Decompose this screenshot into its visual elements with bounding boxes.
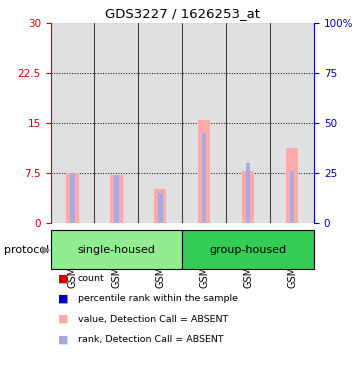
Bar bbox=[198, 119, 210, 223]
Text: percentile rank within the sample: percentile rank within the sample bbox=[78, 294, 238, 303]
Text: ▶: ▶ bbox=[42, 245, 50, 255]
Title: GDS3227 / 1626253_at: GDS3227 / 1626253_at bbox=[105, 7, 260, 20]
Text: value, Detection Call = ABSENT: value, Detection Call = ABSENT bbox=[78, 314, 228, 324]
Bar bbox=[70, 173, 75, 223]
Text: ■: ■ bbox=[58, 314, 68, 324]
Bar bbox=[51, 23, 95, 223]
Text: count: count bbox=[78, 274, 104, 283]
Bar bbox=[182, 23, 226, 223]
Text: group-housed: group-housed bbox=[210, 245, 287, 255]
Bar bbox=[202, 133, 206, 223]
Bar bbox=[242, 171, 255, 223]
Bar bbox=[270, 23, 314, 223]
Text: single-housed: single-housed bbox=[78, 245, 155, 255]
Bar bbox=[154, 189, 166, 223]
Bar bbox=[226, 23, 270, 223]
Text: protocol: protocol bbox=[4, 245, 49, 255]
Text: rank, Detection Call = ABSENT: rank, Detection Call = ABSENT bbox=[78, 335, 223, 344]
Text: ■: ■ bbox=[58, 273, 68, 283]
Bar bbox=[138, 23, 182, 223]
Bar bbox=[246, 163, 251, 223]
Bar bbox=[182, 230, 314, 269]
Bar bbox=[51, 230, 182, 269]
Bar bbox=[110, 175, 123, 223]
Bar bbox=[66, 173, 79, 223]
Bar bbox=[95, 23, 138, 223]
Bar bbox=[114, 175, 119, 223]
Text: ■: ■ bbox=[58, 334, 68, 344]
Bar bbox=[286, 148, 298, 223]
Text: ■: ■ bbox=[58, 294, 68, 304]
Bar bbox=[290, 171, 294, 223]
Bar bbox=[158, 193, 162, 223]
